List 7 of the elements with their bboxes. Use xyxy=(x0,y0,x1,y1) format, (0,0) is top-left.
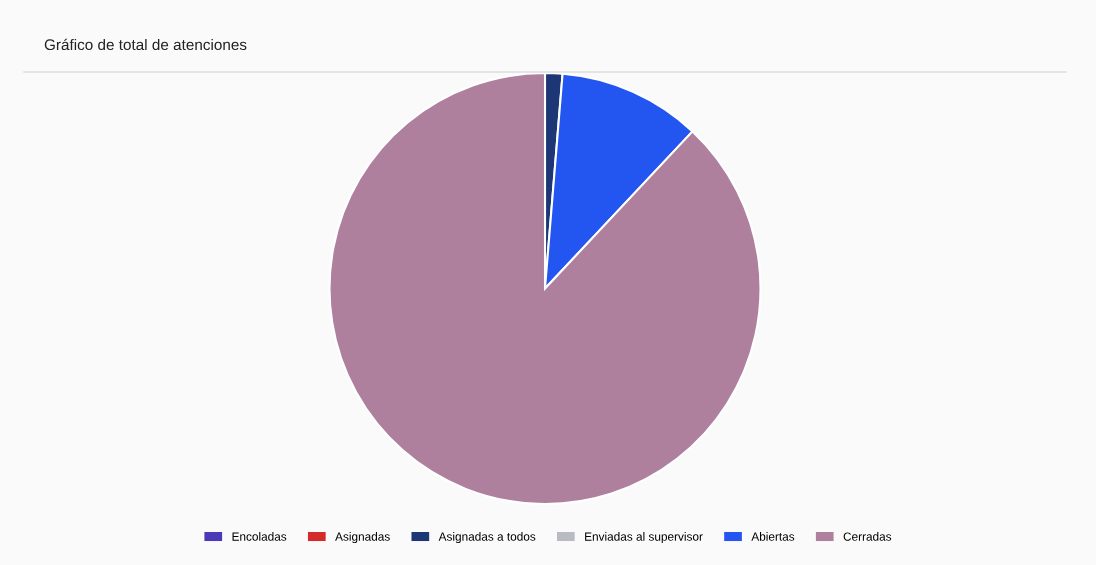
chart-title: Gráfico de total de atenciones xyxy=(44,38,247,51)
legend-label: Enviadas al supervisor xyxy=(585,532,703,544)
legend-label: Asignadas xyxy=(335,532,390,544)
legend-label: Encoladas xyxy=(232,532,287,541)
legend-label: Cerradas xyxy=(843,532,892,541)
legend-label: Abiertas xyxy=(751,532,795,541)
legend-label: Asignadas a todos xyxy=(438,532,536,544)
